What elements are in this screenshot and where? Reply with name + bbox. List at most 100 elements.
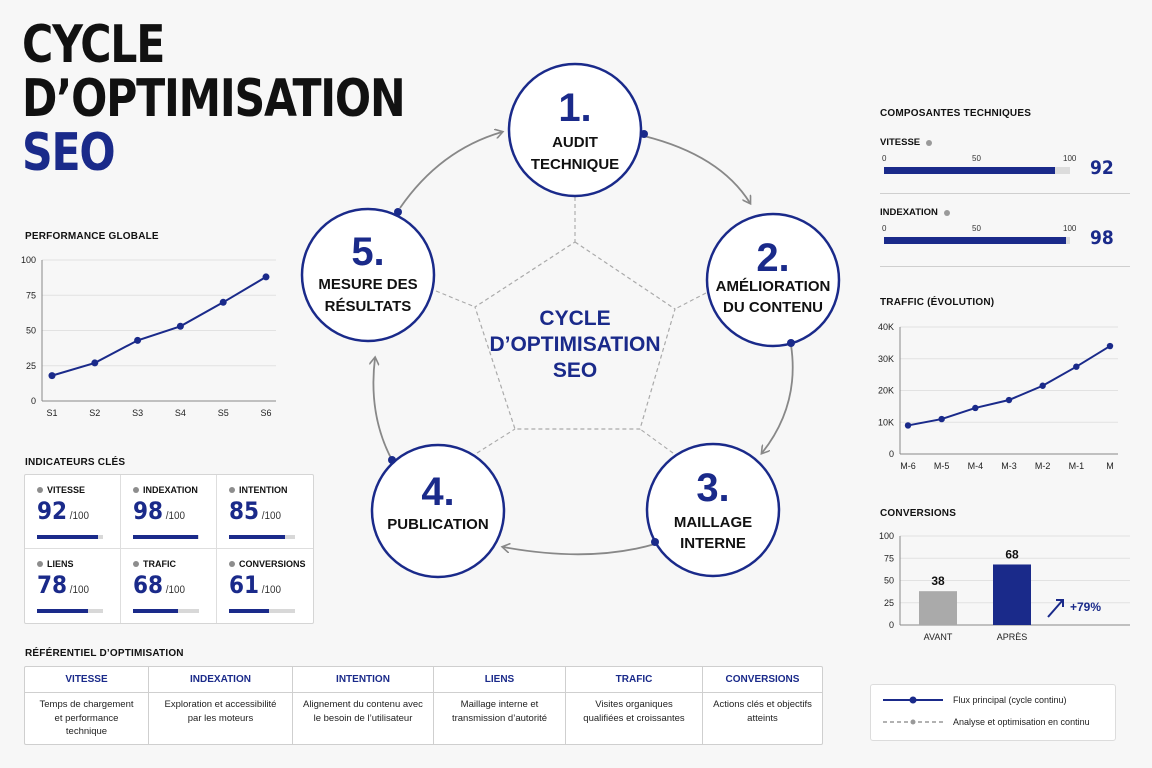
tech-title: COMPOSANTES TECHNIQUES [880, 108, 1032, 119]
kpi-bar-fill [229, 609, 270, 613]
conversions-chart: 0 25 50 75 100 38 AVANT 68 APRÈS +79% [879, 531, 1130, 642]
ref-desc: Actions clés et objectifs atteints [713, 699, 812, 724]
center-title-1: CYCLE [539, 307, 610, 330]
ref-column: VITESSE Temps de chargement et performanc… [25, 667, 149, 744]
connector-dot [388, 456, 396, 464]
kpi-label: CONVERSIONS [239, 559, 306, 569]
kpi-bar-fill [133, 609, 178, 613]
tech-scale-tick: 50 [972, 224, 981, 233]
data-point [904, 422, 912, 429]
cycle-arrow [762, 344, 794, 453]
cycle-step-3: 3. MAILLAGE INTERNE [645, 442, 781, 578]
data-point [938, 415, 945, 423]
tech-bar [884, 237, 1070, 244]
x-tick-label: S4 [175, 408, 186, 418]
spoke-line [674, 292, 707, 310]
y-tick-label: 50 [884, 576, 894, 586]
tech-scale-tick: 100 [1063, 154, 1077, 163]
tech-value: 92 [1090, 157, 1114, 179]
growth-label: +79% [1070, 600, 1101, 614]
kpi-bar [229, 535, 295, 539]
data-point [91, 359, 99, 367]
step-label: AMÉLIORATION [716, 278, 831, 295]
connector-dot [394, 208, 402, 216]
x-tick-label: M-3 [1001, 461, 1017, 471]
x-tick-label: S6 [260, 408, 271, 418]
kpi-label: TRAFIC [143, 559, 176, 569]
ref-head: CONVERSIONS [703, 667, 822, 693]
step-label: RÉSULTATS [325, 298, 412, 315]
tech-bar-fill [884, 237, 1067, 244]
kpi-max: /100 [69, 584, 90, 596]
title-line-2: D’OPTIMISATION [22, 69, 406, 129]
spoke-line [639, 428, 674, 454]
center-title-2: D’OPTIMISATION [489, 333, 660, 356]
tech-bar-fill [884, 167, 1056, 174]
tech-label: VITESSE [880, 137, 921, 148]
ref-desc: Alignement du contenu avec le besoin de … [303, 699, 423, 724]
ref-desc: Visites organiques qualifiées et croissa… [583, 699, 685, 724]
kpi-value: 78 [37, 571, 68, 599]
conversions-title: CONVERSIONS [880, 508, 957, 519]
y-tick-label: 50 [26, 326, 36, 336]
y-tick-label: 25 [884, 598, 894, 608]
series-line [907, 345, 1111, 427]
step-label: AUDIT [552, 134, 598, 151]
title-line-3: SEO [22, 123, 116, 183]
connector-dot [640, 130, 648, 138]
cycle-diagram: CYCLE D’OPTIMISATION SEO 1. AUDIT TECHNI… [300, 62, 841, 579]
data-point [48, 372, 56, 380]
kpi-vitesse: VITESSE 92/100 [25, 475, 121, 549]
y-tick-label: 0 [31, 396, 36, 406]
x-tick-label: M-6 [900, 461, 916, 471]
y-tick-label: 25 [26, 361, 36, 371]
kpi-value: 92 [37, 497, 68, 525]
center-pentagon [474, 241, 676, 430]
divider [880, 193, 1130, 194]
step-label: DU CONTENU [723, 299, 823, 316]
status-dot-icon [229, 487, 235, 493]
traffic-title: TRAFFIC (ÉVOLUTION) [880, 297, 995, 308]
kpi-bar-fill [133, 535, 198, 539]
cycle-step-5: 5. MESURE DES RÉSULTATS [300, 207, 436, 343]
data-point [134, 336, 142, 344]
data-point [1005, 396, 1013, 404]
tech-label: INDEXATION [880, 207, 938, 218]
x-tick-label: S1 [46, 408, 57, 418]
data-point [219, 298, 227, 306]
kpi-grid: VITESSE 92/100 INDEXATION 98/100 INTENTI… [24, 474, 314, 624]
step-label: MAILLAGE [674, 514, 752, 531]
ref-head: INDEXATION [149, 667, 292, 693]
spoke-line [435, 290, 476, 308]
kpi-max: /100 [261, 510, 282, 522]
kpi-value: 85 [229, 497, 260, 525]
legend-main-label: Flux principal (cycle continu) [953, 695, 1067, 705]
page-title: CYCLE D’OPTIMISATION SEO [22, 18, 406, 183]
step-label: PUBLICATION [387, 516, 488, 533]
data-point [1039, 382, 1046, 389]
step-number: 4. [421, 470, 454, 514]
kpi-conversions: CONVERSIONS 61/100 [217, 549, 313, 623]
cycle-arrow [399, 132, 502, 209]
cycle-arrow [503, 544, 656, 556]
kpi-bar [133, 535, 199, 539]
kpi-max: /100 [261, 584, 282, 596]
referentiel-title: RÉFÉRENTIEL D’OPTIMISATION [25, 648, 184, 659]
dashed-line-icon [883, 719, 943, 725]
y-tick-label: 75 [26, 290, 36, 300]
step-number: 3. [696, 466, 729, 510]
y-tick-label: 10K [878, 417, 894, 427]
kpi-bar [133, 609, 199, 613]
kpi-value: 98 [133, 497, 164, 525]
status-dot-icon [133, 561, 139, 567]
kpi-liens: LIENS 78/100 [25, 549, 121, 623]
spoke-line [476, 428, 516, 454]
y-tick-label: 30K [878, 354, 894, 364]
referentiel-table: VITESSE Temps de chargement et performanc… [24, 666, 823, 745]
ref-column: INDEXATION Exploration et accessibilité p… [149, 667, 293, 744]
cycle-arrow [643, 135, 750, 203]
legend-main: Flux principal (cycle continu) [883, 695, 1067, 705]
status-dot-icon [943, 209, 950, 216]
x-tick-label: APRÈS [997, 632, 1028, 642]
series-line [51, 276, 267, 377]
